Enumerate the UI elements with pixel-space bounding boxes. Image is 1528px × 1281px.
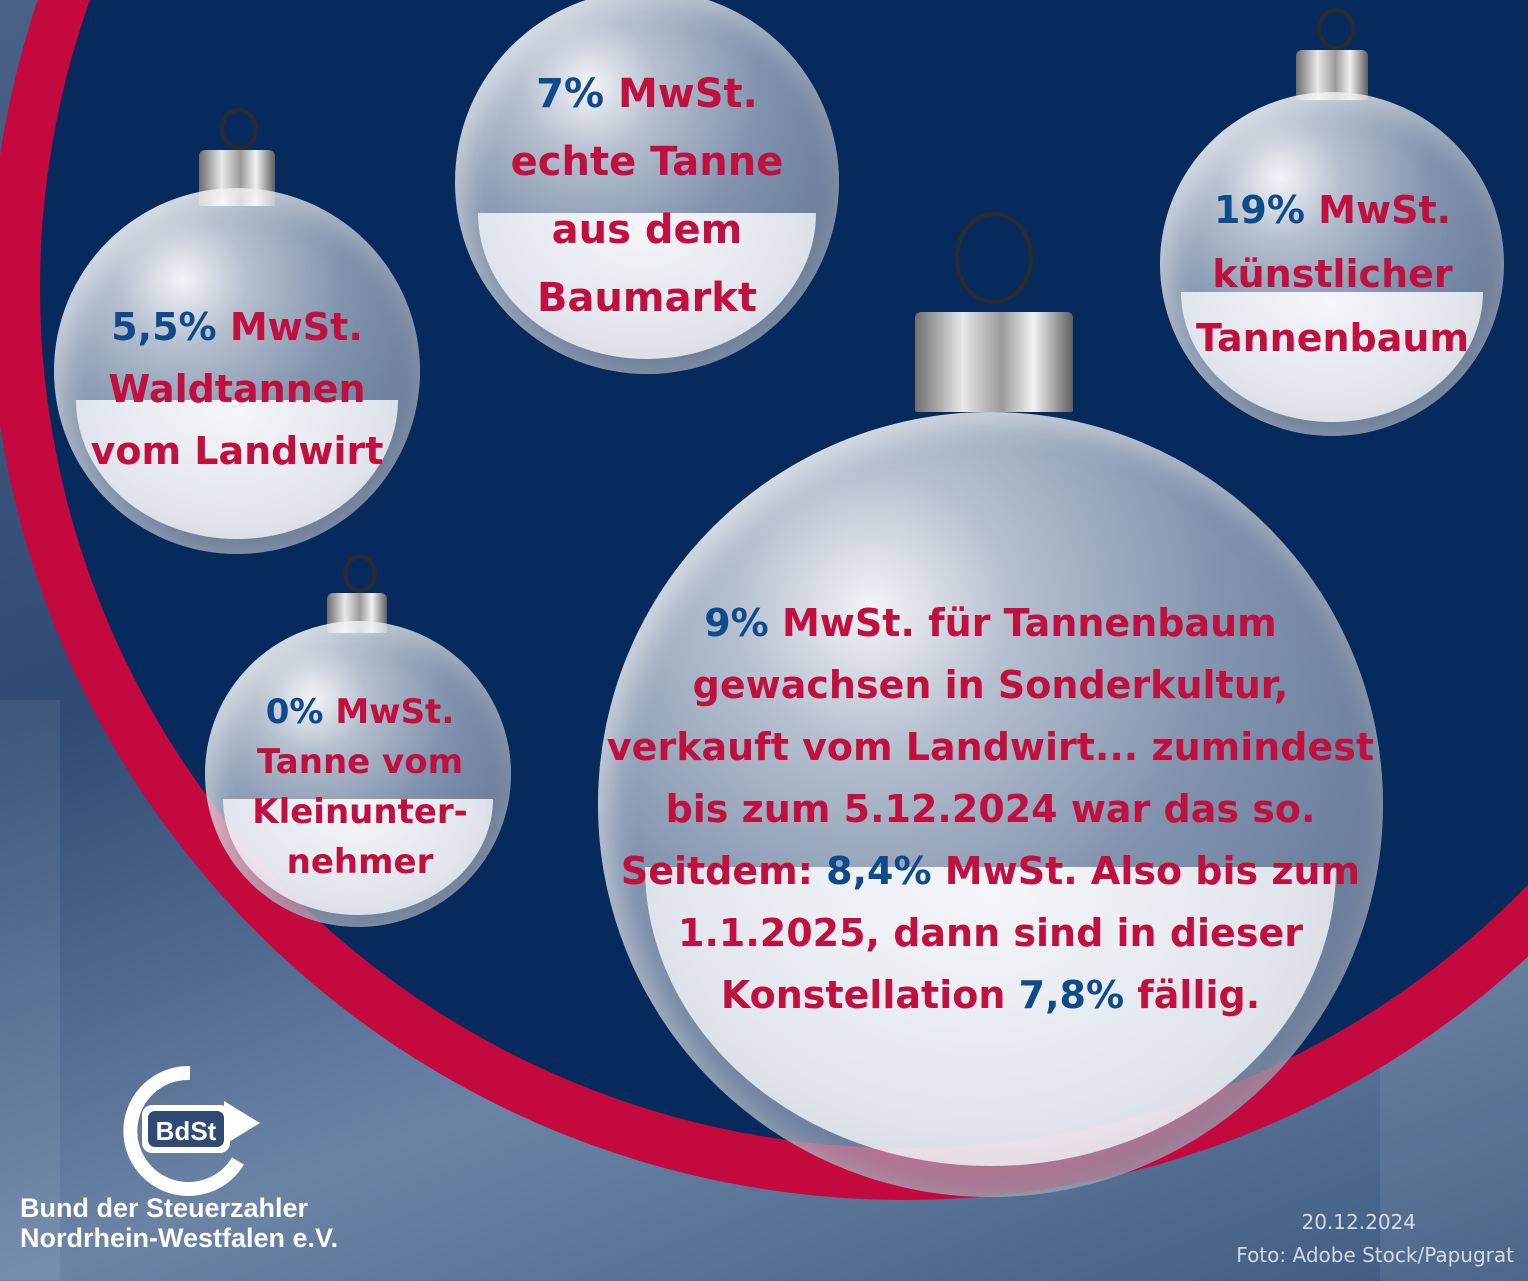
ornament-line: gewachsen in Sonderkultur, <box>692 663 1289 707</box>
ornament-line: Baumarkt <box>536 275 758 321</box>
ornament-line: Waldtannen <box>108 367 366 411</box>
logo-name-line1: Bund der Steuerzahler <box>20 1193 309 1223</box>
ornament-line: bis zum 5.12.2024 war das so. <box>665 787 1316 831</box>
ornament-cap <box>1296 50 1368 100</box>
ornament-text: 19% MwSt. künstlicher Tannenbaum <box>1160 178 1505 370</box>
ornament-line: fällig. <box>1137 973 1261 1017</box>
ornament-kleinunternehmer: 0% MwSt. Tanne vom Kleinunter- nehmer <box>205 555 515 927</box>
hanger-loop <box>343 555 377 593</box>
ornament-text: 9% MwSt. für Tannenbaum gewachsen in Son… <box>598 592 1383 1026</box>
ornament-ball <box>205 621 511 927</box>
tax-rate: 8,4% <box>826 849 932 893</box>
ornament-waldtannen: 5,5% MwSt. Waldtannen vom Landwirt <box>52 108 422 558</box>
tax-rate: 5,5% <box>111 305 217 349</box>
ornament-ball <box>455 0 839 374</box>
hanger-loop <box>220 108 258 150</box>
tax-rate: 7% <box>536 71 605 117</box>
ornament-line: echte Tanne <box>510 139 784 185</box>
tax-label: MwSt. für Tannenbaum <box>781 601 1277 645</box>
tax-rate: 19% <box>1213 188 1305 232</box>
ornament-echte-tanne: 7% MwSt. echte Tanne aus dem Baumarkt <box>455 0 875 374</box>
photo-credit: Foto: Adobe Stock/Papugrat <box>1236 1243 1514 1267</box>
ornament-text: 5,5% MwSt. Waldtannen vom Landwirt <box>52 296 422 482</box>
ornament-line: MwSt. Also bis zum <box>944 849 1361 893</box>
ornament-line: Tannenbaum <box>1195 316 1470 360</box>
ornament-ball <box>598 412 1383 1197</box>
hanger-loop <box>955 212 1033 304</box>
ornament-ball <box>1160 92 1504 436</box>
tax-rate: 7,8% <box>1018 973 1125 1017</box>
ornament-line: Seitdem: <box>620 849 813 893</box>
ornament-ball <box>54 188 420 554</box>
ornament-text: 0% MwSt. Tanne vom Kleinunter- nehmer <box>205 687 515 887</box>
ornament-line: nehmer <box>286 842 434 882</box>
ornament-cap <box>915 312 1073 412</box>
logo-name-line2: Nordrhein-Westfalen e.V. <box>20 1223 339 1253</box>
ornament-line: vom Landwirt <box>90 429 384 473</box>
ornament-line: Konstellation <box>720 973 1006 1017</box>
tax-label: MwSt. <box>1318 188 1452 232</box>
ornament-line: aus dem <box>551 207 743 253</box>
logo-mark-text: BdSt <box>156 1116 217 1146</box>
tax-label: MwSt. <box>335 692 455 732</box>
bdst-logo: BdSt Bund der Steuerzahler Nordrhein-Wes… <box>20 1055 380 1255</box>
tax-label: MwSt. <box>229 305 363 349</box>
ornament-text: 7% MwSt. echte Tanne aus dem Baumarkt <box>455 60 839 332</box>
hanger-loop <box>1317 8 1355 50</box>
ornament-line: 1.1.2025, dann sind in dieser <box>678 911 1303 955</box>
ornament-sonderkultur: 9% MwSt. für Tannenbaum gewachsen in Son… <box>598 212 1383 1202</box>
ornament-line: Tanne vom <box>256 742 463 782</box>
publish-date: 20.12.2024 <box>1301 1210 1416 1234</box>
tax-label: MwSt. <box>617 71 758 117</box>
bdst-logo-mark: BdSt <box>123 1065 260 1196</box>
background-building <box>0 700 60 1280</box>
tax-rate: 9% <box>704 601 769 645</box>
ornament-line: verkauft vom Landwirt... zumindest <box>606 725 1375 769</box>
tax-rate: 0% <box>265 692 324 732</box>
ornament-line: künstlicher <box>1212 252 1453 296</box>
ornament-line: Kleinunter- <box>252 792 468 832</box>
ornament-kuenstlich: 19% MwSt. künstlicher Tannenbaum <box>1160 8 1505 438</box>
